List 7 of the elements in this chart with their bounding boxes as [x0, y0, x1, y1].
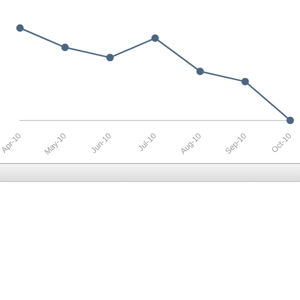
point	[196, 68, 204, 76]
point	[151, 34, 159, 42]
point	[106, 54, 114, 62]
point	[61, 44, 69, 52]
point	[286, 116, 294, 124]
point	[241, 78, 249, 86]
point	[16, 24, 24, 32]
